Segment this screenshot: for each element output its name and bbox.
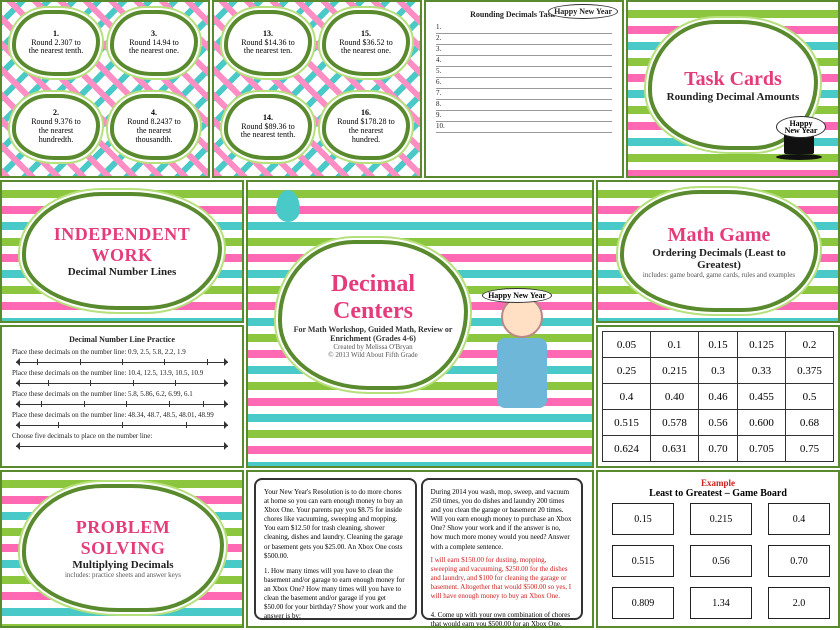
independent-work-label: Independent Work Decimal Number Lines	[0, 180, 244, 323]
taskcards-sub: Rounding Decimal Amounts	[667, 91, 800, 103]
gb-c2: 0.215	[690, 503, 752, 535]
ws-right: During 2014 you wash, mop, sweep, and va…	[421, 478, 584, 620]
card-16: 16.Round $178.28 to the nearest hundred.	[322, 94, 410, 160]
ws2-q1: 1. How many times will you have to clean…	[264, 567, 407, 622]
gb-grid: 0.15 0.215 0.4 0.515 0.56 0.70 0.809 1.3…	[604, 503, 832, 623]
ps-sub: Multiplying Decimals	[72, 559, 173, 571]
numberline-icon	[16, 383, 228, 384]
ps-t2: Solving	[81, 538, 166, 559]
row: 3.	[436, 45, 612, 56]
row: 8.	[436, 100, 612, 111]
ws2-p1: Your New Year's Resolution is to do more…	[264, 488, 407, 561]
hat-icon: Happy New Year	[776, 128, 822, 166]
nlws-l3: Place these decimals on the number line:…	[12, 390, 232, 398]
independent-cloud: Independent Work Decimal Number Lines	[22, 192, 222, 310]
card-15: 15.Round $36.52 to the nearest one.	[322, 10, 410, 76]
ws2-a2: I will earn $150.00 for dusting, mopping…	[431, 556, 574, 601]
recording-sheet: Happy New Year Rounding Decimals Task Ca…	[424, 0, 624, 178]
problem-worksheet: Your New Year's Resolution is to do more…	[246, 470, 594, 628]
grid-table: 0.050.10.150.1250.2 0.250.2150.30.330.37…	[602, 331, 834, 462]
ps-note: includes: practice sheets and answer key…	[65, 571, 181, 579]
gb-sub: Least to Greatest – Game Board	[604, 488, 832, 499]
numberline-icon	[16, 425, 228, 426]
card-14: 14.Round $89.36 to the nearest tenth.	[224, 94, 312, 160]
gb-c1: 0.15	[612, 503, 674, 535]
row: 7.	[436, 89, 612, 100]
row: 4.	[436, 56, 612, 67]
row: 5.	[436, 67, 612, 78]
numberline-icon	[16, 404, 228, 405]
problem-solving-label: Problem Solving Multiplying Decimals inc…	[0, 470, 244, 628]
ind-t2: Work	[91, 245, 152, 266]
gb-c9: 2.0	[768, 587, 830, 619]
row: 10.	[436, 122, 612, 133]
mathgame-label: Math Game Ordering Decimals (Least to Gr…	[596, 180, 840, 323]
gb-c8: 1.34	[690, 587, 752, 619]
row: 9.	[436, 111, 612, 122]
gb-c3: 0.4	[768, 503, 830, 535]
center-panel: Decimal Centers For Math Workshop, Guide…	[246, 180, 594, 468]
problem-cloud: Problem Solving Multiplying Decimals inc…	[22, 484, 224, 612]
row: 1.	[436, 23, 612, 34]
center-cloud: Decimal Centers For Math Workshop, Guide…	[278, 240, 468, 390]
row: 6.	[436, 78, 612, 89]
nlws-title: Decimal Number Line Practice	[12, 335, 232, 344]
kid-character-icon: Happy New Year	[482, 296, 562, 446]
numberline-icon	[16, 362, 228, 363]
ps-t1: Problem	[76, 517, 171, 538]
mg-title: Math Game	[668, 224, 771, 247]
gb-c4: 0.515	[612, 545, 674, 577]
row: 2.	[436, 34, 612, 45]
center-title: Decimal Centers	[292, 271, 454, 325]
gb-c5: 0.56	[690, 545, 752, 577]
center-sub3: © 2013 Wild About Fifth Grade	[328, 351, 418, 359]
gb-c7: 0.809	[612, 587, 674, 619]
nlws-l4: Place these decimals on the number line:…	[12, 411, 232, 419]
card-1: 1.Round 2.307 to the nearest tenth.	[12, 10, 100, 76]
numberline-worksheet: Decimal Number Line Practice Place these…	[0, 325, 244, 468]
mg-sub: Ordering Decimals (Least to Greatest)	[634, 247, 804, 271]
card-13: 13.Round $14.36 to the nearest ten.	[224, 10, 312, 76]
ind-t1: Independent	[54, 224, 191, 245]
ws-left: Your New Year's Resolution is to do more…	[254, 478, 417, 620]
gb-c6: 0.70	[768, 545, 830, 577]
mathgame-cloud: Math Game Ordering Decimals (Least to Gr…	[620, 190, 818, 312]
taskcards-title: Task Cards	[684, 68, 782, 91]
balloon-icon	[276, 190, 300, 222]
ws2-q4: 4. Come up with your own combination of …	[431, 611, 574, 628]
taskcards-panel-2: 13.Round $14.36 to the nearest ten. 15.R…	[212, 0, 422, 178]
nlws-l1: Place these decimals on the number line:…	[12, 348, 232, 356]
taskcards-panel-1: 1.Round 2.307 to the nearest tenth. 3.Ro…	[0, 0, 210, 178]
gameboard-panel: Example Least to Greatest – Game Board 0…	[596, 470, 840, 628]
taskcards-label: Task Cards Rounding Decimal Amounts Happ…	[626, 0, 840, 178]
card-2: 2.Round 9.376 to the nearest hundredth.	[12, 94, 100, 160]
number-grid: 0.050.10.150.1250.2 0.250.2150.30.330.37…	[596, 325, 840, 468]
mg-note: includes: game board, game cards, rules …	[643, 271, 795, 279]
gb-title: Example	[604, 478, 832, 488]
ws2-p2: During 2014 you wash, mop, sweep, and va…	[431, 488, 574, 552]
center-sub2: Created by Melissa O'Bryan	[333, 343, 412, 351]
ind-sub: Decimal Number Lines	[68, 266, 177, 278]
center-sub1: For Math Workshop, Guided Math, Review o…	[292, 325, 454, 343]
nlws-l5: Choose five decimals to place on the num…	[12, 432, 232, 440]
nlws-l2: Place these decimals on the number line:…	[12, 369, 232, 377]
card-4: 4.Round 8.2437 to the nearest thousandth…	[110, 94, 198, 160]
numberline-icon	[16, 446, 228, 447]
card-3: 3.Round 14.94 to the nearest one.	[110, 10, 198, 76]
